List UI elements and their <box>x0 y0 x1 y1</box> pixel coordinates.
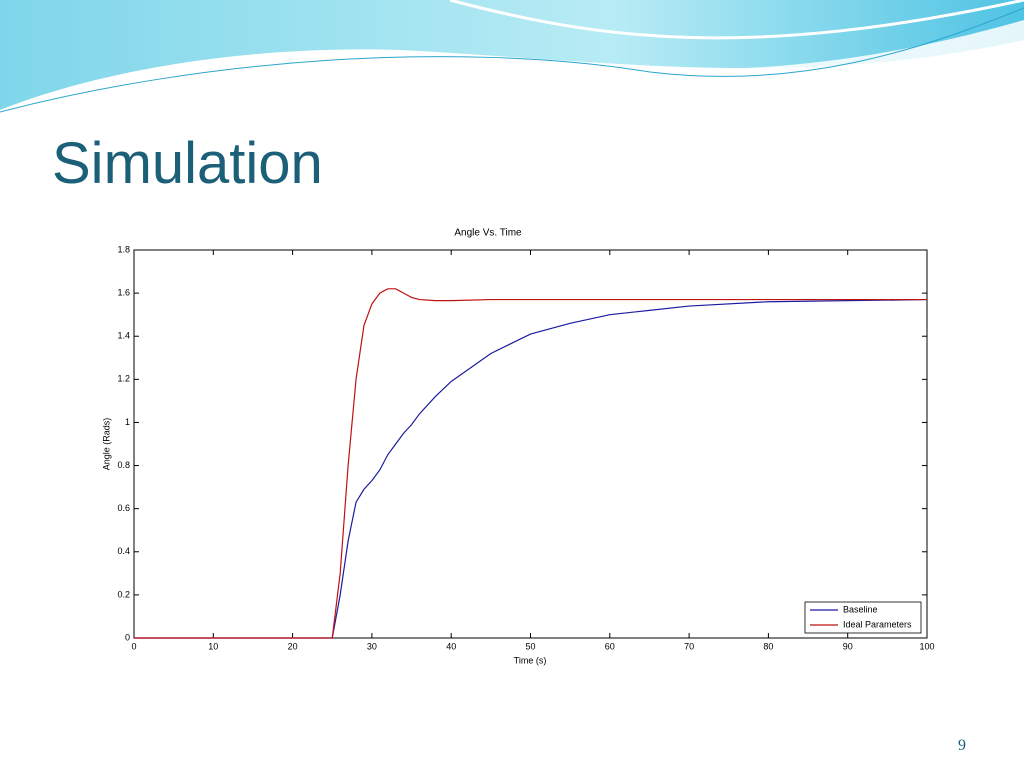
y-tick-label: 1.6 <box>117 287 130 297</box>
series-line <box>134 288 927 639</box>
x-tick-label: 70 <box>684 641 694 651</box>
page-number: 9 <box>958 737 966 754</box>
y-tick-label: 1.8 <box>117 244 130 254</box>
x-tick-label: 40 <box>446 641 456 651</box>
y-tick-label: 0.6 <box>117 503 130 513</box>
x-tick-label: 100 <box>919 641 934 651</box>
y-tick-label: 1.4 <box>117 331 130 341</box>
x-tick-label: 10 <box>208 641 218 651</box>
legend-label: Ideal Parameters <box>843 619 912 629</box>
x-tick-label: 20 <box>288 641 298 651</box>
header-waves <box>0 0 1024 115</box>
x-tick-label: 50 <box>525 641 535 651</box>
legend-box <box>804 601 922 634</box>
series-line <box>134 298 928 639</box>
y-tick-label: 1 <box>125 417 130 427</box>
legend-label: Baseline <box>843 604 878 614</box>
y-tick-label: 0.2 <box>117 589 130 599</box>
x-tick-label: 0 <box>131 641 136 651</box>
x-axis-label: Time (s) <box>514 655 547 665</box>
plot-area <box>133 249 928 639</box>
y-tick-label: 1.2 <box>117 374 130 384</box>
y-tick-label: 0.4 <box>117 546 130 556</box>
slide-title: Simulation <box>52 131 323 196</box>
y-tick-label: 0 <box>125 632 130 642</box>
x-tick-label: 60 <box>605 641 615 651</box>
y-tick-label: 0.8 <box>117 460 130 470</box>
x-tick-label: 30 <box>367 641 377 651</box>
x-tick-label: 90 <box>843 641 853 651</box>
y-axis-label: Angle (Rads) <box>101 418 111 471</box>
chart-title: Angle Vs. Time <box>454 228 522 239</box>
x-tick-label: 80 <box>763 641 773 651</box>
